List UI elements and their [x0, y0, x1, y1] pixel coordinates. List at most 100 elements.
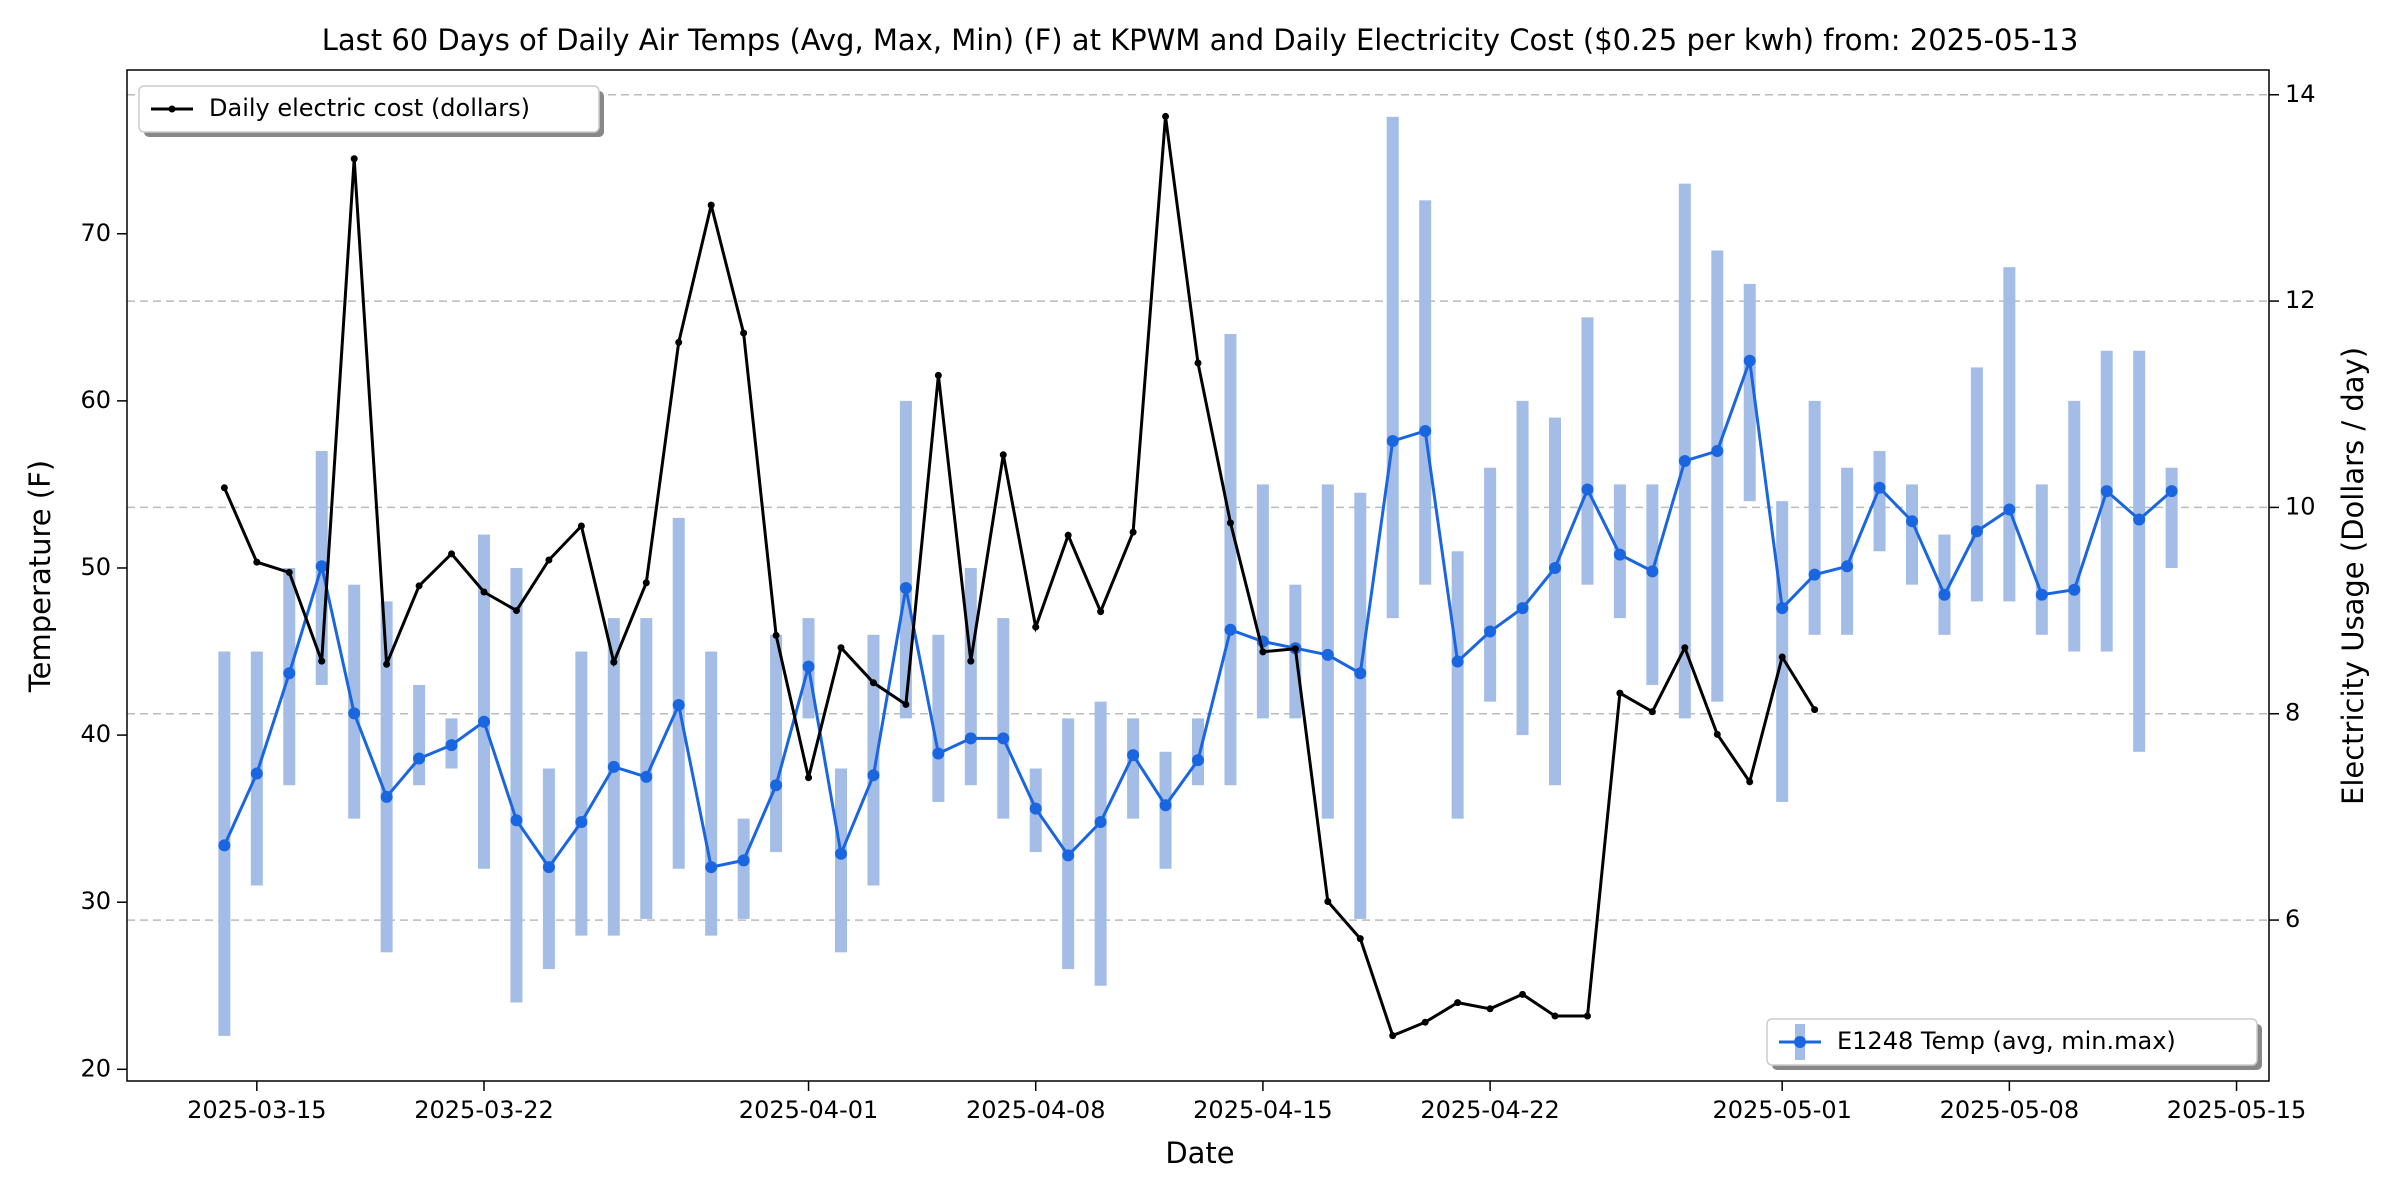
point — [705, 861, 718, 874]
point — [445, 739, 458, 752]
legend-label: Daily electric cost (dollars) — [209, 94, 530, 122]
point — [348, 707, 361, 720]
point — [675, 338, 683, 346]
point — [610, 658, 618, 666]
point — [1064, 531, 1072, 539]
point — [1421, 1018, 1429, 1026]
point — [1938, 588, 1951, 601]
range-bar — [575, 651, 588, 936]
point — [2035, 588, 2048, 601]
point — [2003, 503, 2016, 516]
point — [510, 814, 523, 827]
point — [1648, 708, 1656, 716]
range-bar — [867, 634, 880, 886]
point — [1711, 445, 1724, 458]
point — [1746, 778, 1754, 786]
point — [1226, 519, 1234, 527]
range-bar — [1516, 400, 1529, 736]
x-tick-label: 2025-04-15 — [1193, 1096, 1332, 1124]
point — [1321, 648, 1334, 661]
point — [1159, 799, 1172, 812]
range-bar — [607, 618, 620, 936]
point — [869, 679, 877, 687]
point — [1970, 525, 1983, 538]
range-bar — [1094, 701, 1107, 986]
point — [1713, 730, 1721, 738]
point — [1778, 653, 1786, 661]
point — [1224, 623, 1237, 636]
range-bar — [1192, 718, 1204, 786]
point — [448, 550, 456, 558]
point — [478, 715, 490, 728]
point — [1259, 648, 1267, 656]
point — [1776, 602, 1789, 615]
point — [413, 752, 426, 765]
point — [1451, 655, 1464, 668]
legend-marker — [168, 105, 176, 113]
point — [640, 770, 653, 783]
x-axis-label: Date — [1165, 1136, 1234, 1170]
range-bar — [1581, 317, 1594, 585]
range-bar — [2035, 484, 2048, 635]
point — [1127, 749, 1140, 762]
x-tick-label: 2025-03-22 — [414, 1096, 553, 1124]
point — [512, 607, 520, 615]
range-bar — [1484, 467, 1497, 702]
point — [1192, 754, 1204, 767]
point — [1678, 455, 1691, 468]
point — [480, 588, 488, 596]
point — [1162, 112, 1170, 120]
point — [2068, 583, 2081, 596]
range-bar — [932, 634, 945, 802]
range-bar — [413, 684, 426, 786]
range-bar — [1256, 484, 1269, 719]
point — [899, 582, 912, 595]
range-bar — [1386, 116, 1399, 619]
point — [642, 579, 650, 587]
point — [867, 769, 880, 782]
range-bar — [1743, 283, 1756, 502]
range-bar — [640, 618, 653, 919]
range-bar — [2003, 267, 2016, 602]
point — [542, 861, 555, 874]
point — [1389, 1032, 1397, 1040]
point — [934, 371, 942, 379]
point — [999, 451, 1007, 459]
y2-tick-label: 6 — [2285, 905, 2300, 933]
range-bar — [737, 818, 750, 919]
point — [1583, 1012, 1591, 1020]
range-bar — [1062, 718, 1075, 970]
range-bar — [964, 567, 977, 786]
range-bar — [705, 651, 718, 936]
point — [350, 155, 358, 163]
point — [2100, 485, 2113, 498]
range-bar — [1808, 400, 1821, 635]
range-bar — [1776, 501, 1789, 802]
point — [383, 660, 391, 668]
point — [1129, 528, 1137, 536]
x-tick-label: 2025-04-08 — [966, 1096, 1105, 1124]
point — [2165, 485, 2178, 498]
y-tick-label: 50 — [80, 553, 111, 581]
x-tick-label: 2025-05-08 — [1940, 1096, 2079, 1124]
point — [1291, 645, 1299, 653]
range-bar — [348, 584, 361, 819]
point — [672, 699, 685, 712]
x-tick-label: 2025-04-01 — [739, 1096, 878, 1124]
point — [835, 847, 847, 860]
series-line — [223, 116, 1816, 1038]
range-bar — [1354, 492, 1367, 919]
range-bar — [510, 567, 523, 1003]
point — [283, 667, 296, 680]
point — [577, 522, 585, 530]
chart-title: Last 60 Days of Daily Air Temps (Avg, Ma… — [322, 23, 2079, 57]
point — [1386, 434, 1399, 447]
range-bar — [2133, 350, 2146, 752]
legend-box — [138, 85, 600, 133]
range-bar — [1451, 551, 1464, 819]
range-bar — [2100, 350, 2113, 652]
x-tick-label: 2025-04-22 — [1420, 1096, 1559, 1124]
y-tick-label: 30 — [80, 887, 111, 915]
y2-axis-label: Electricity Usage (Dollars / day) — [2336, 347, 2370, 805]
range-bar — [1646, 484, 1659, 685]
